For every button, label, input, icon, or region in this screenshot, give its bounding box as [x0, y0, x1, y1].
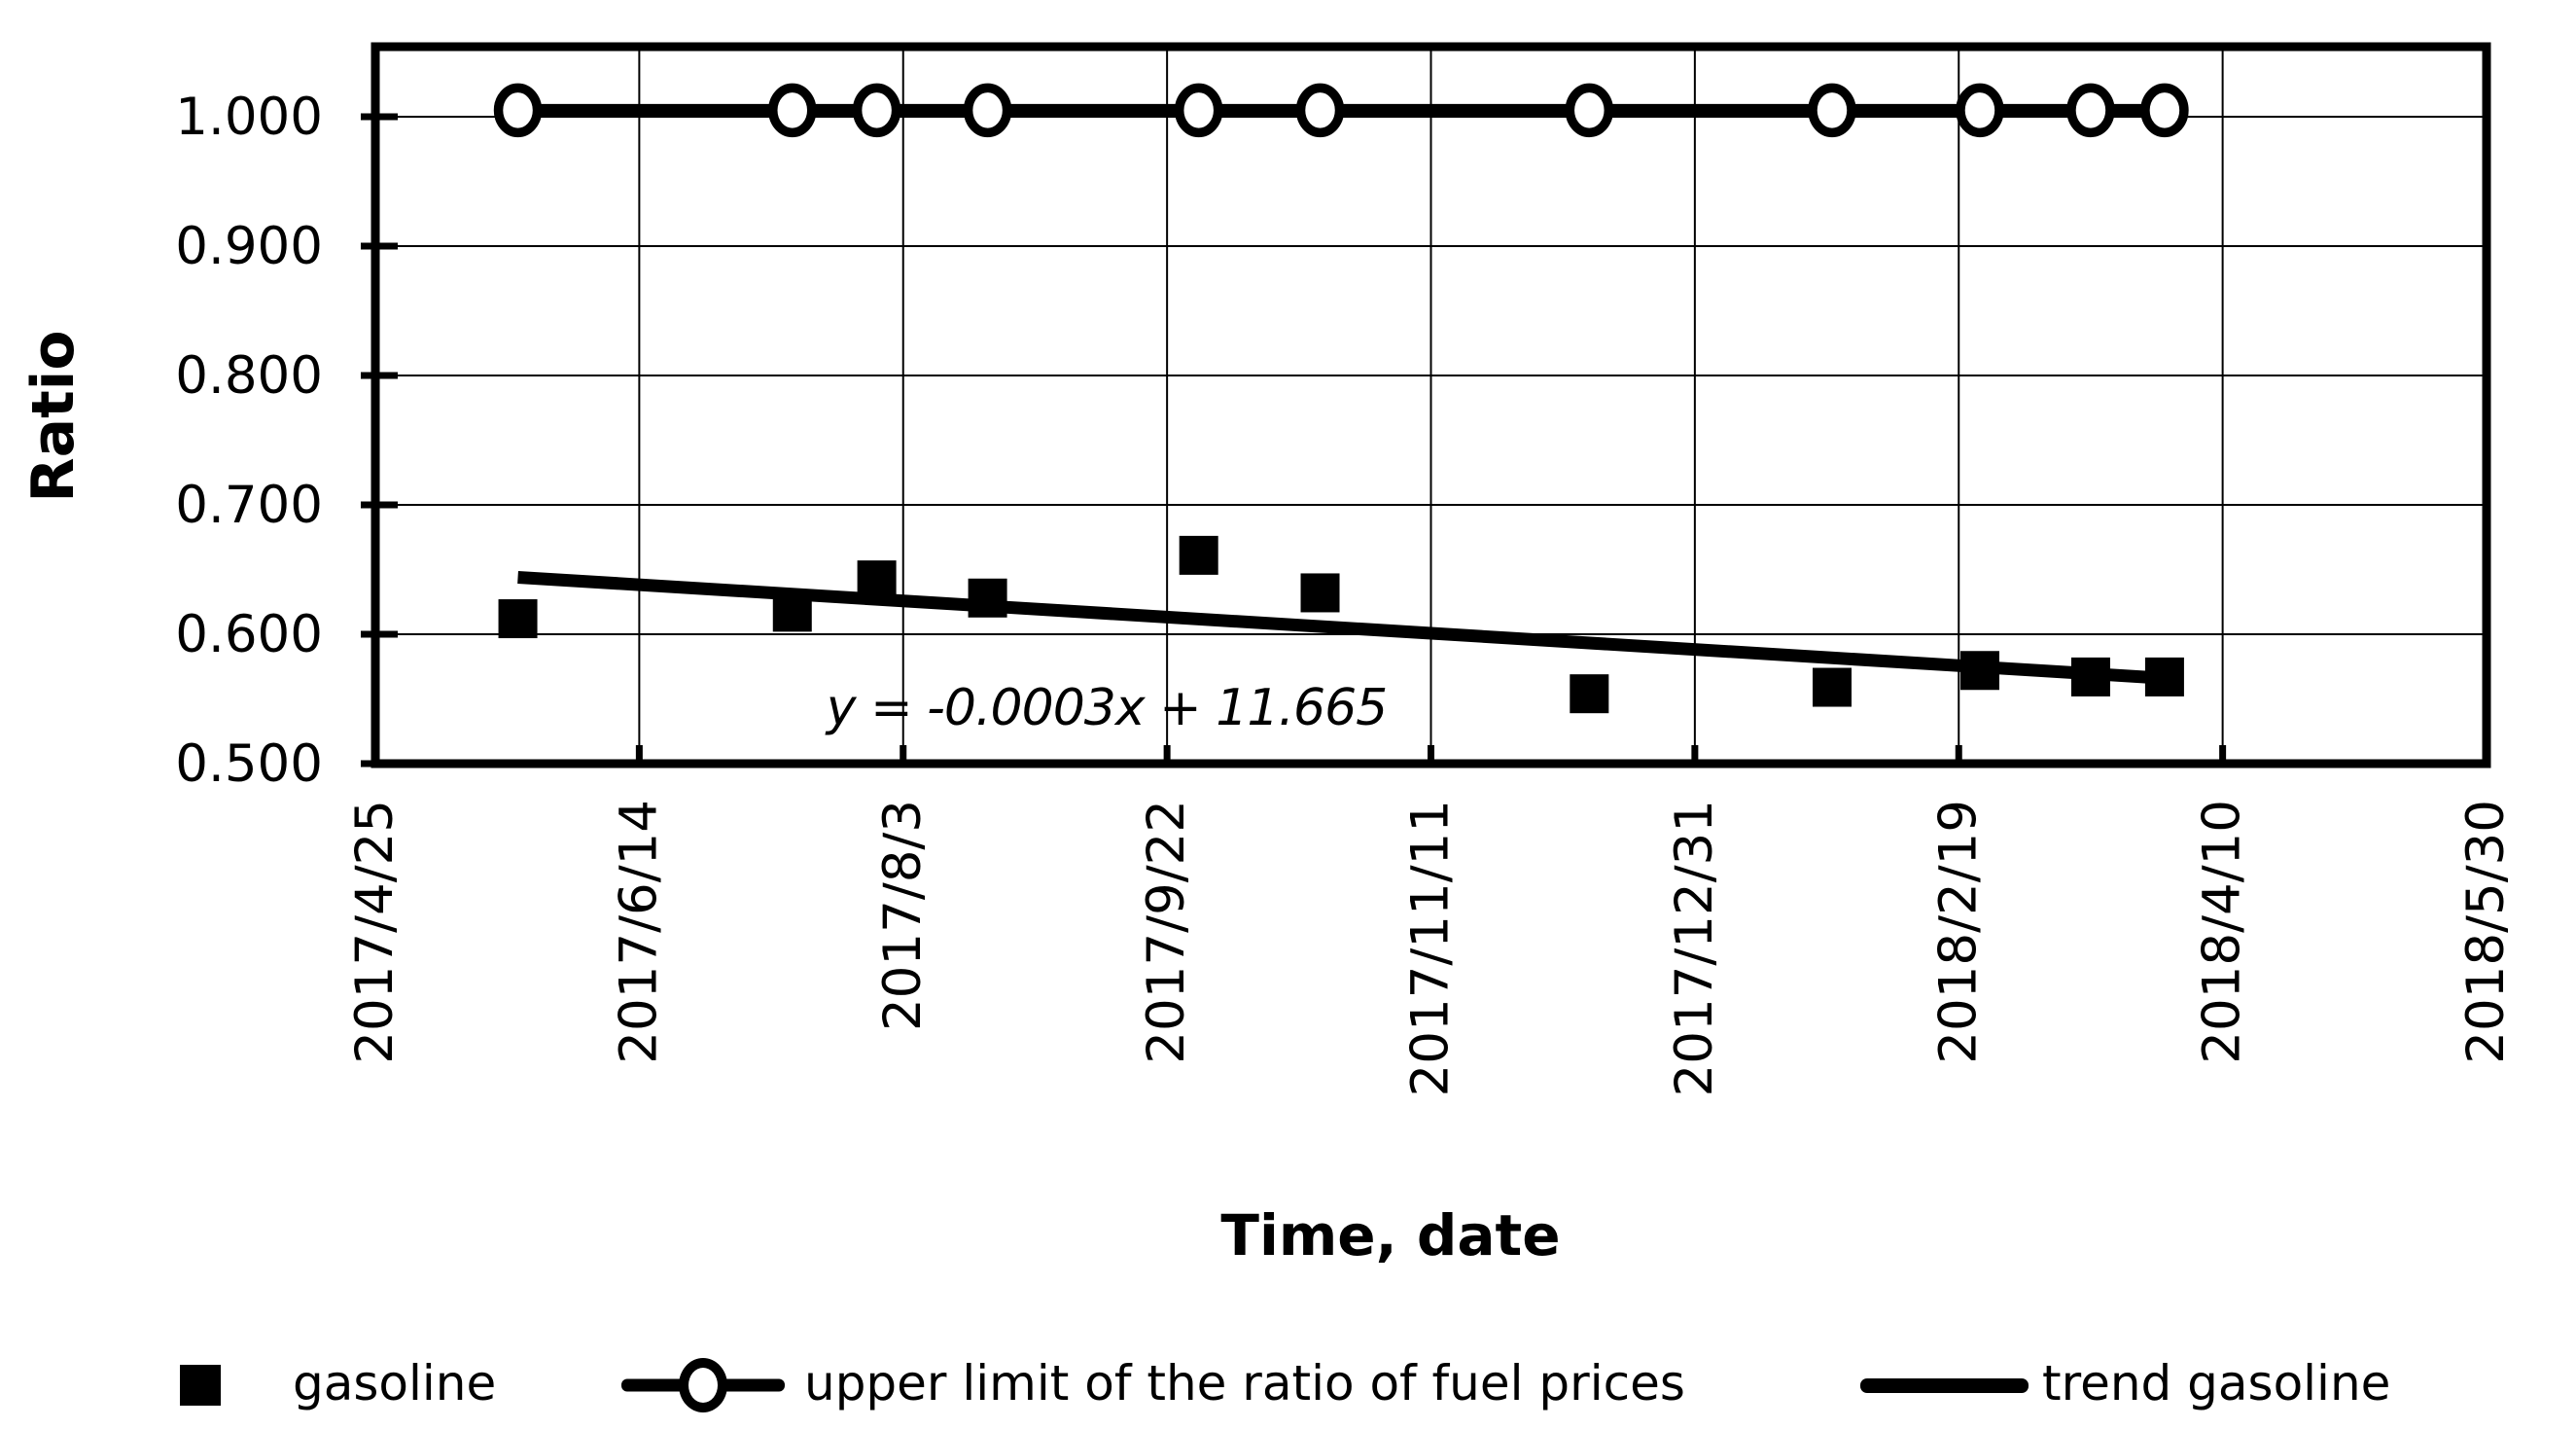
trend-line [517, 570, 2166, 685]
gasoline-point [1179, 535, 1218, 575]
upper-limit-marker [2066, 83, 2115, 138]
x-tick-label: 2018/5/30 [2456, 800, 2516, 1064]
upper-limit-marker [768, 83, 817, 138]
upper-limit-marker [1808, 83, 1856, 138]
x-tick-label: 2017/11/11 [1401, 800, 1461, 1096]
x-tick-label: 2017/12/31 [1665, 800, 1724, 1096]
y-tick-label: 0.800 [175, 346, 323, 406]
y-tick-label: 0.700 [175, 476, 323, 535]
gasoline-point [857, 560, 897, 600]
y-tick-label: 1.000 [175, 88, 323, 147]
x-tick-label: 2017/9/22 [1137, 800, 1196, 1064]
legend-label-gasoline: gasoline [293, 1355, 497, 1411]
y-tick-label: 0.900 [175, 217, 323, 276]
gasoline-point [1959, 651, 1999, 691]
gasoline-point [2070, 657, 2110, 697]
legend-item-upper-limit: upper limit of the ratio of fuel prices [621, 1355, 1685, 1413]
upper-limit-marker [1956, 83, 2004, 138]
x-tick-label: 2017/6/14 [609, 800, 668, 1064]
x-tick-label: 2018/4/10 [2193, 800, 2252, 1064]
legend-label-upper-limit: upper limit of the ratio of fuel prices [804, 1355, 1685, 1411]
gasoline-point [968, 578, 1007, 618]
x-tick-label: 2017/8/3 [873, 800, 933, 1031]
trend-line-icon [1860, 1377, 2029, 1393]
upper-limit-marker [1565, 83, 1614, 138]
upper-limit-marker [2140, 83, 2189, 138]
upper-limit-marker [852, 83, 901, 138]
legend-item-trend: trend gasoline [1860, 1355, 2391, 1413]
gasoline-point [498, 599, 538, 639]
y-axis-title: Ratio [19, 330, 88, 503]
upper-limit-marker [1295, 83, 1345, 138]
gasoline-point [1570, 674, 1609, 714]
upper-limit-marker [1174, 83, 1223, 138]
legend-item-gasoline: gasoline [180, 1355, 497, 1413]
gasoline-point [1300, 573, 1340, 613]
trend-equation-label: y = -0.0003x + 11.665 [826, 679, 1388, 737]
y-tick-label: 0.500 [175, 734, 323, 794]
y-tick-label: 0.600 [175, 605, 323, 664]
x-tick-label: 2017/4/25 [345, 800, 405, 1064]
open-circle-icon [679, 1358, 727, 1412]
upper-limit-marker-icon [621, 1358, 785, 1412]
legend-label-trend: trend gasoline [2042, 1355, 2391, 1411]
plot-border [371, 42, 2491, 768]
gasoline-point [2144, 657, 2184, 697]
x-tick-label: 2018/2/19 [1928, 800, 1988, 1064]
gasoline-square-marker-icon [180, 1365, 221, 1406]
gasoline-point [1812, 667, 1852, 707]
x-axis-title: Time, date [1220, 1202, 1561, 1268]
gasoline-point [772, 592, 812, 632]
upper-limit-marker [963, 83, 1012, 138]
upper-limit-marker [493, 83, 543, 138]
